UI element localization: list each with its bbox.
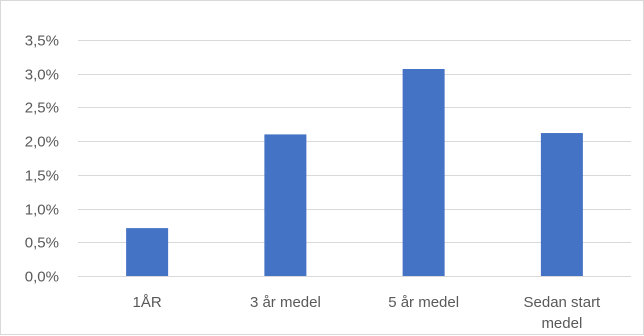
y-tick-label: 3,5% [25,33,59,50]
bar [126,228,169,276]
x-tick-label: 3 år medel [250,294,321,311]
x-tick-label: medel [541,315,582,332]
y-tick-label: 3,0% [25,67,59,84]
y-tick-label: 0,5% [25,235,59,252]
bar [402,68,445,276]
bar [264,134,307,276]
x-tick-label: Sedan start [524,294,602,311]
y-axis-tick-labels: 0,0% 0,5% 1,0% 1,5% 2,0% 2,5% 3,0% 3,5% [25,33,59,286]
bar [540,133,583,276]
x-tick-label: 5 år medel [388,294,459,311]
x-tick-label: 1ÅR [133,294,162,311]
y-tick-label: 1,5% [25,168,59,185]
y-tick-label: 2,0% [25,134,59,151]
bars [126,68,583,276]
y-tick-label: 0,0% [25,269,59,286]
y-tick-label: 1,0% [25,202,59,219]
gridlines [78,40,631,277]
x-axis-category-labels: 1ÅR 3 år medel 5 år medel Sedan start medel [133,294,602,332]
y-tick-label: 2,5% [25,100,59,117]
